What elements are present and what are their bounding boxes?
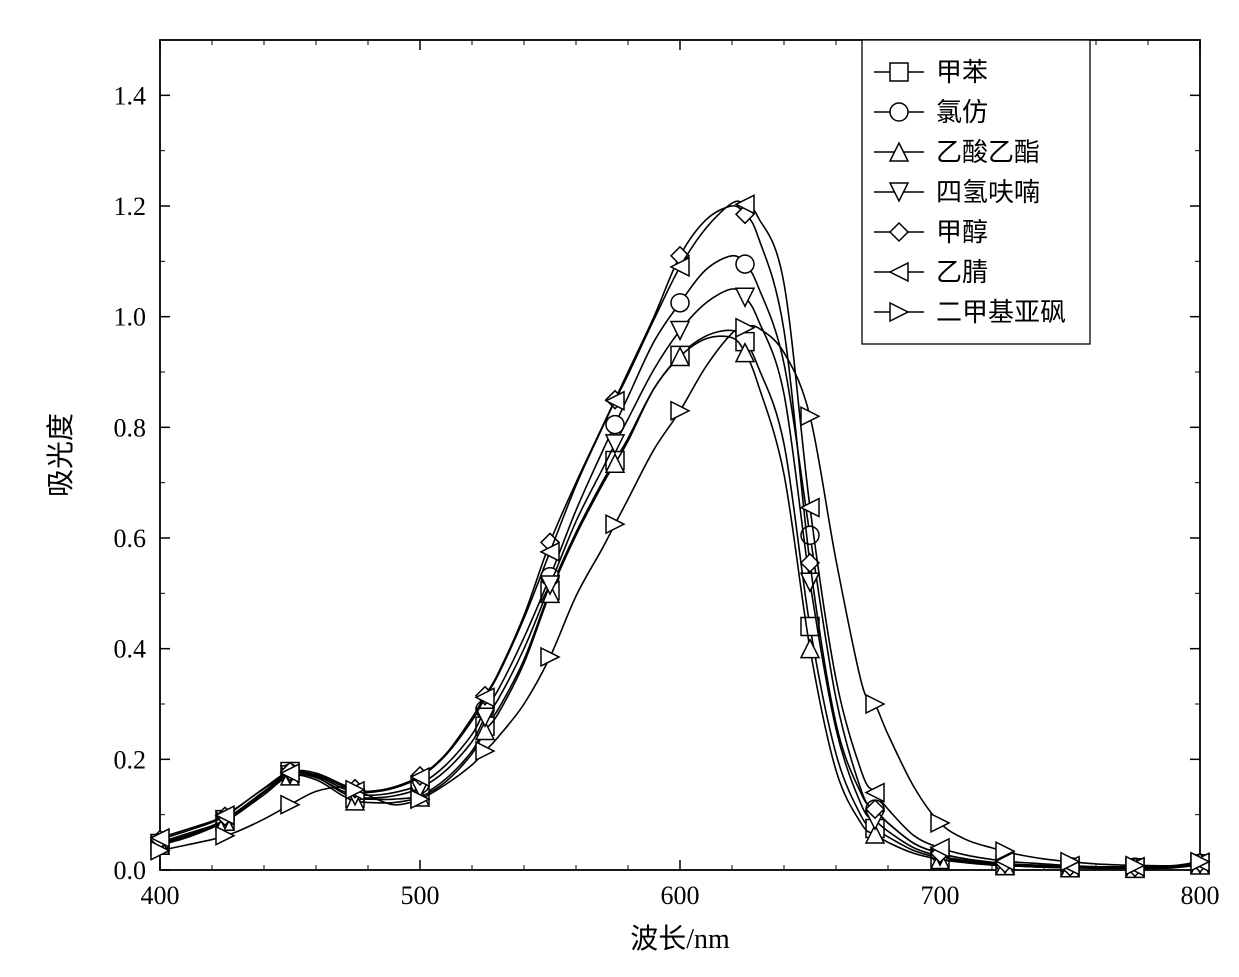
y-tick-label: 0.0 — [114, 856, 147, 885]
x-tick-label: 400 — [141, 881, 180, 910]
y-tick-label: 1.2 — [114, 192, 147, 221]
legend-item-label: 乙酸乙酯 — [936, 138, 1040, 167]
y-tick-label: 1.4 — [114, 81, 147, 110]
legend-item-label: 四氢呋喃 — [936, 178, 1040, 207]
x-tick-label: 500 — [401, 881, 440, 910]
legend-item-label: 乙腈 — [936, 258, 988, 287]
chart-container: 400 500 600 700 800 0.0 0.2 0.4 0.6 0.8 1.0 1.2 1.4 波… — [0, 0, 1239, 977]
y-tick-label: 0.6 — [114, 524, 147, 553]
y-axis-label: 吸光度 — [45, 413, 77, 497]
legend-item-label: 甲苯 — [936, 58, 988, 87]
x-tick-label: 700 — [921, 881, 960, 910]
x-tick-label: 800 — [1181, 881, 1220, 910]
legend-item-label: 二甲基亚砜 — [936, 298, 1066, 327]
y-tick-label: 0.4 — [114, 635, 147, 664]
absorbance-chart: 400 500 600 700 800 0.0 0.2 0.4 0.6 0.8 1.0 1.2 1.4 波… — [0, 0, 1239, 977]
legend-item-label: 甲醇 — [936, 218, 988, 247]
x-tick-label: 600 — [661, 881, 700, 910]
x-axis-label: 波长/nm — [630, 923, 730, 955]
legend: 甲苯氯仿乙酸乙酯四氢呋喃甲醇乙腈二甲基亚砜 — [862, 40, 1090, 344]
y-tick-label: 0.2 — [114, 745, 147, 774]
y-tick-label: 1.0 — [114, 303, 147, 332]
y-tick-label: 0.8 — [114, 413, 147, 442]
legend-item-label: 氯仿 — [936, 98, 988, 127]
